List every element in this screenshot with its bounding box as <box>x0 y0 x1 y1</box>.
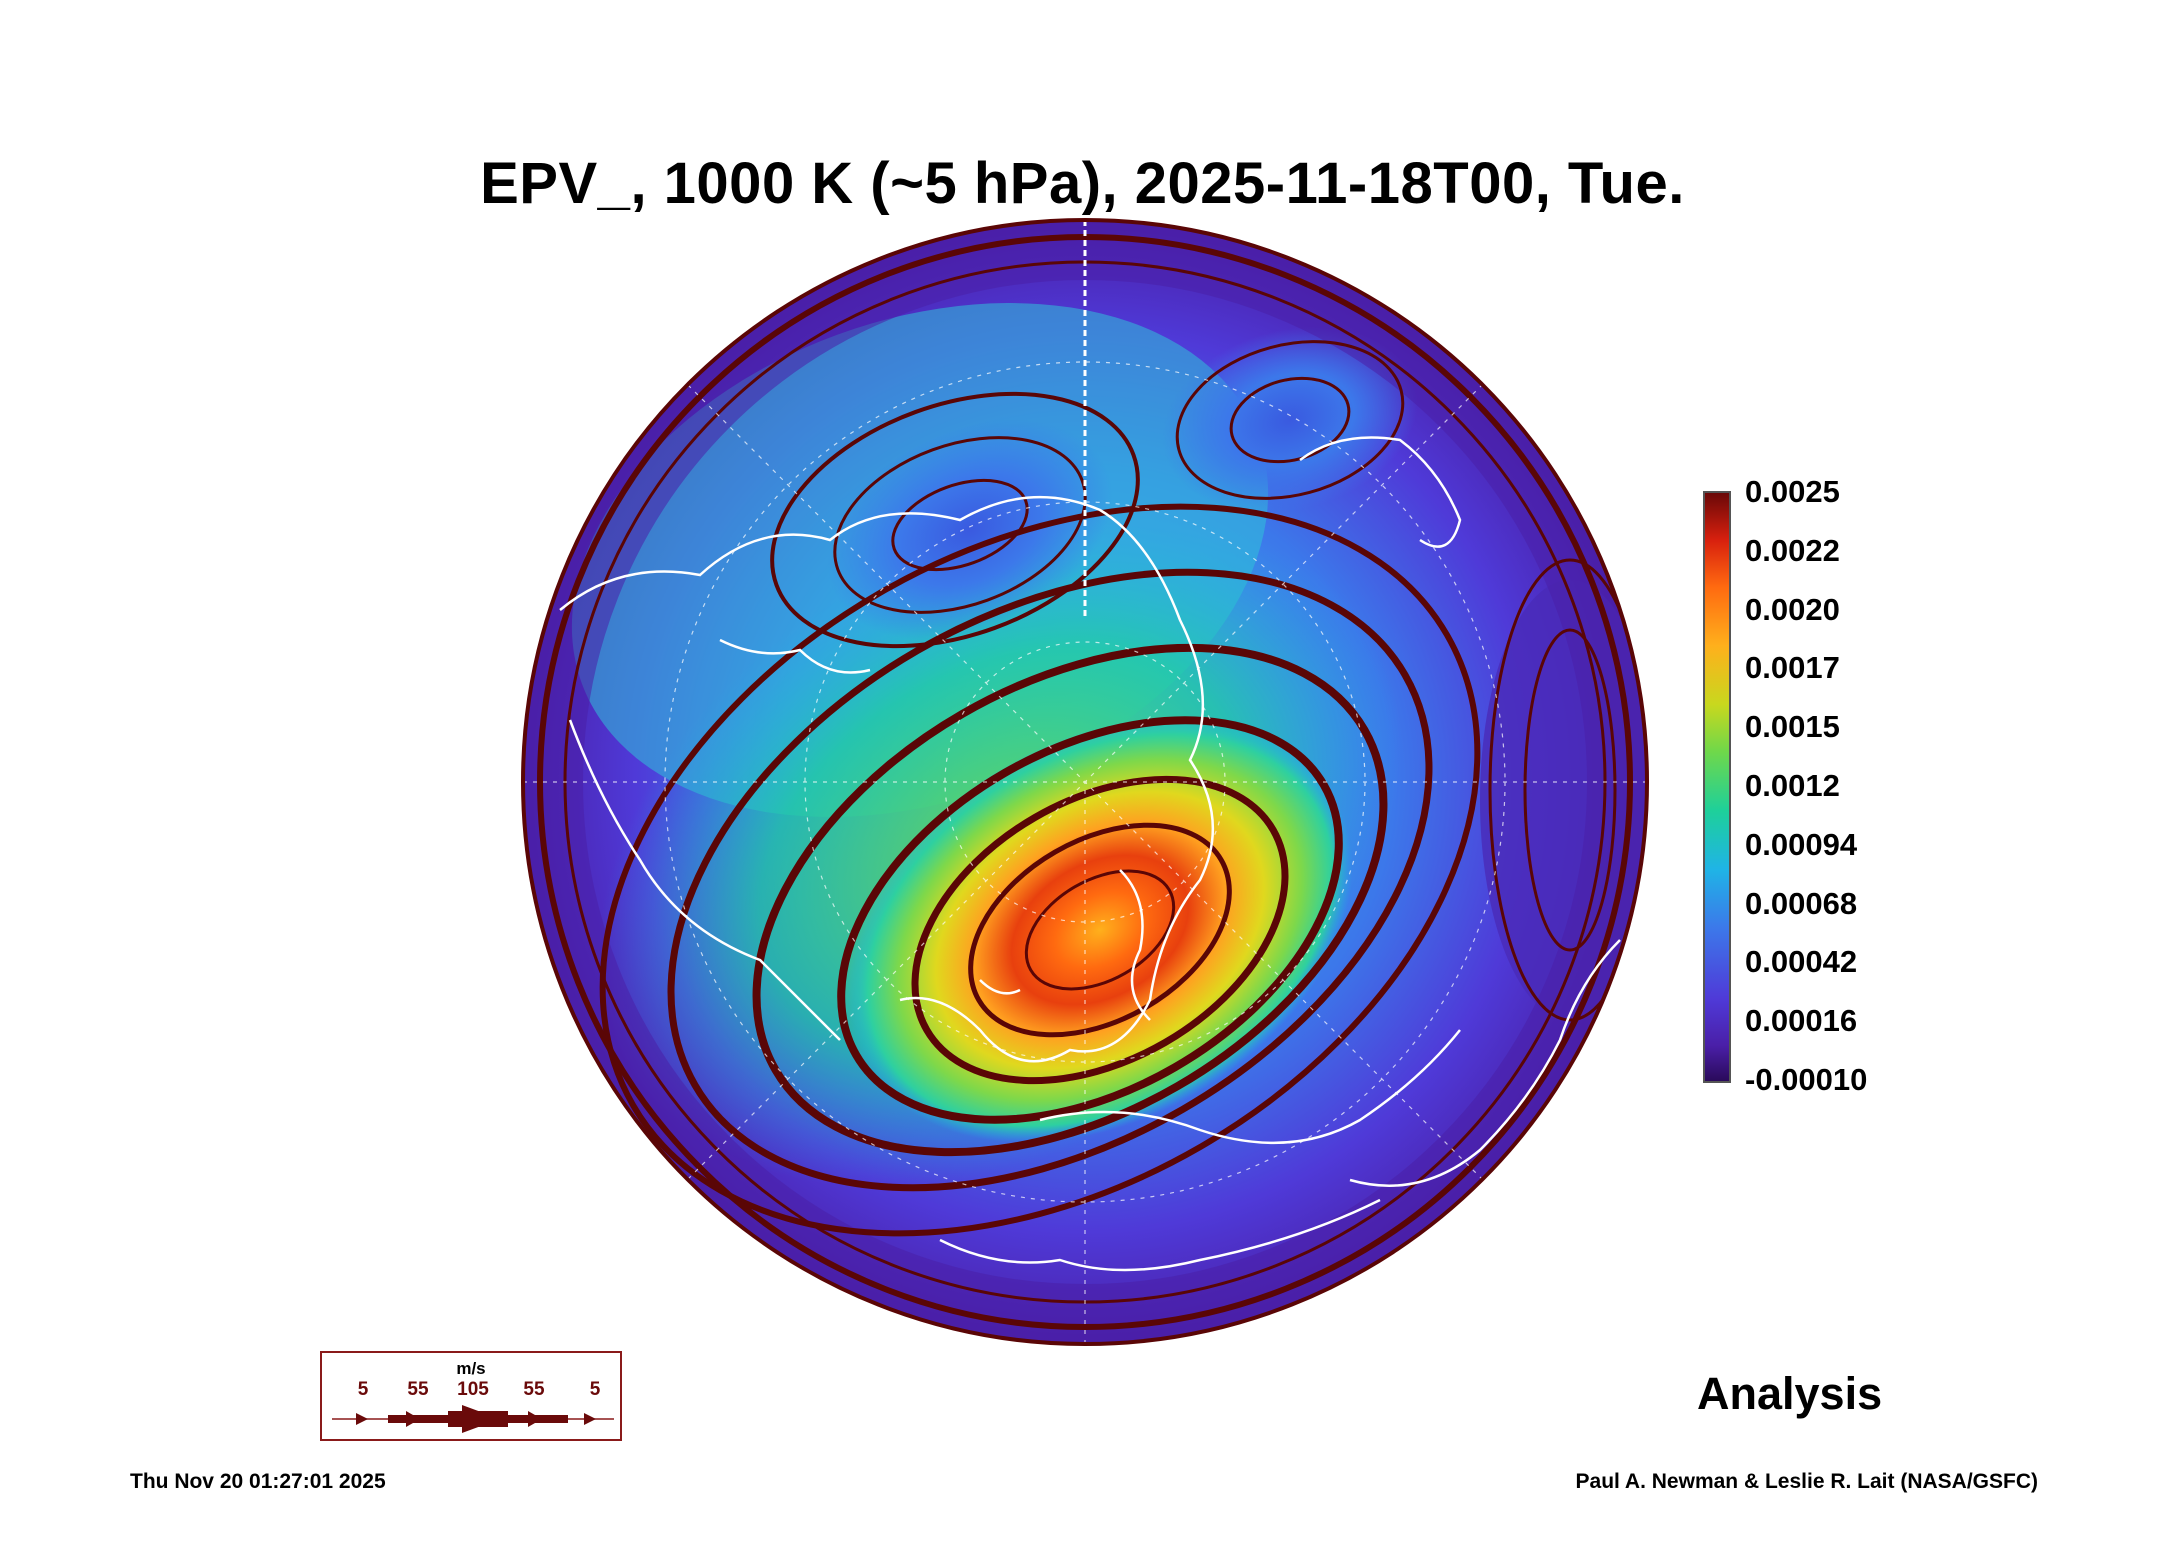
wind-legend-value: 5 <box>589 1379 601 1400</box>
colorbar-label: 0.00016 <box>1745 1003 1858 1038</box>
wind-legend-value: 55 <box>407 1379 429 1400</box>
wind-legend-value: 55 <box>523 1379 545 1400</box>
colorbar-label: 0.00094 <box>1745 827 1858 862</box>
wind-legend-value: 5 <box>357 1379 369 1400</box>
wind-legend-unit: m/s <box>456 1359 486 1378</box>
colorbar-label: 0.0020 <box>1745 592 1840 627</box>
wind-legend-arrow <box>332 1405 614 1433</box>
credit: Paul A. Newman & Leslie R. Lait (NASA/GS… <box>1575 1470 2038 1493</box>
colorbar-label: 0.0022 <box>1745 533 1840 568</box>
pv-field <box>523 220 1647 1344</box>
colorbar-label: 0.00042 <box>1745 944 1858 979</box>
graticule <box>523 361 1647 1344</box>
colorbar <box>1703 491 1731 1083</box>
coastlines <box>559 436 1621 1272</box>
colorbar-label: 0.0025 <box>1745 474 1840 509</box>
timestamp: Thu Nov 20 01:27:01 2025 <box>130 1470 386 1493</box>
colorbar-label: -0.00010 <box>1745 1062 1868 1097</box>
colorbar-label: 0.0012 <box>1745 768 1840 803</box>
colorbar-label: 0.0015 <box>1745 709 1840 744</box>
wind-legend-value: 105 <box>457 1379 489 1400</box>
wind-speed-legend: m/s 5 55 105 55 5 <box>320 1351 622 1441</box>
colorbar-label: 0.0017 <box>1745 650 1840 685</box>
streamlines <box>537 234 1647 1330</box>
analysis-label: Analysis <box>1697 1368 1883 1419</box>
map-title: EPV_, 1000 K (~5 hPa), 2025-11-18T00, Tu… <box>480 151 1685 216</box>
colorbar-label: 0.00068 <box>1745 886 1858 921</box>
globe-outline <box>521 218 1649 1346</box>
